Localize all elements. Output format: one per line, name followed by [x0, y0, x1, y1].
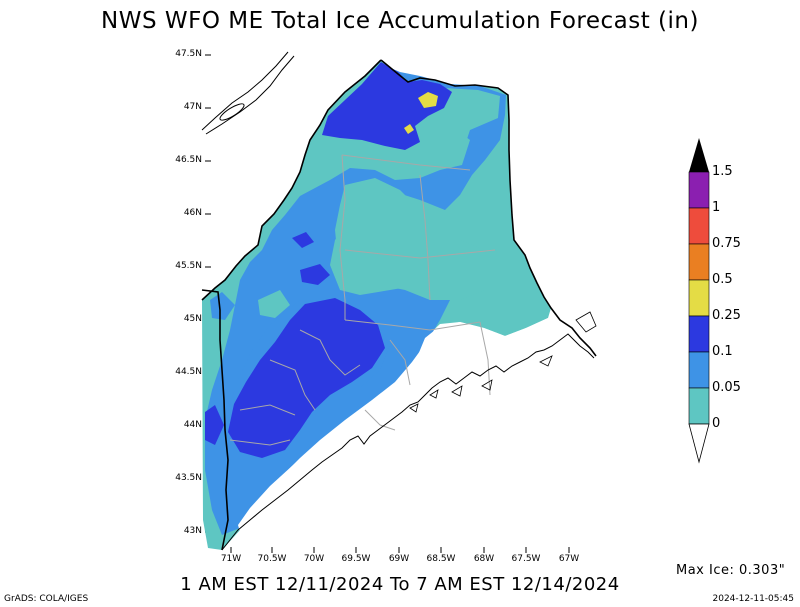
legend-swatch-01-025: [688, 315, 710, 353]
river-island: [219, 103, 245, 121]
lat-label-45: 45N: [183, 314, 202, 324]
lat-label-45-5: 45.5N: [175, 261, 202, 271]
lat-label-46-5: 46.5N: [175, 155, 202, 165]
legend-swatch-005-01: [688, 351, 710, 389]
legend-swatch-025-05: [688, 279, 710, 317]
lon-label-68w: 68W: [473, 554, 495, 564]
lon-label-67w: 67W: [558, 554, 580, 564]
legend-label-0-75: 0.75: [712, 236, 741, 251]
grads-credit: GrADS: COLA/IGES: [4, 594, 89, 604]
lon-label-67-5w: 67.5W: [511, 554, 541, 564]
legend-label-0-05: 0.05: [712, 380, 741, 395]
lon-label-70w: 70W: [303, 554, 325, 564]
lon-label-69-5w: 69.5W: [341, 554, 371, 564]
state-outline: [201, 59, 597, 551]
legend-label-1: 1: [712, 200, 721, 215]
lon-label-69w: 69W: [388, 554, 410, 564]
legend-label-1-5: 1.5: [712, 164, 733, 179]
legend-swatch-0-005: [688, 387, 710, 425]
lon-label-71w: 71W: [220, 554, 242, 564]
lat-label-46: 46N: [183, 208, 202, 218]
lat-label-47: 47N: [183, 102, 202, 112]
color-legend-bar: [688, 138, 710, 464]
lat-label-43-5: 43.5N: [175, 473, 202, 483]
river-shore-south: [205, 55, 295, 135]
max-ice-label: Max Ice: 0.303": [676, 563, 786, 578]
county-lines: [229, 154, 496, 446]
coastline: [221, 333, 595, 551]
legend-swatch-05-075: [688, 243, 710, 281]
lat-label-43: 43N: [183, 526, 202, 536]
legend-label-0: 0: [712, 416, 721, 431]
issue-timestamp: 2024-12-11-05:45: [712, 594, 795, 604]
ice-zone-interior-light: [258, 125, 495, 318]
legend-swatch-1-1-5: [688, 171, 710, 209]
river-shore-north: [201, 51, 289, 131]
forecast-period: 1 AM EST 12/11/2024 To 7 AM EST 12/14/20…: [180, 574, 620, 595]
ice-zone-01-025: [205, 62, 452, 458]
lat-label-44-5: 44.5N: [175, 367, 202, 377]
ice-zone-none-coast: [238, 318, 596, 532]
legend-label-0-1: 0.1: [712, 344, 733, 359]
map-title: NWS WFO ME Total Ice Accumulation Foreca…: [101, 8, 699, 34]
lat-label-44: 44N: [183, 420, 202, 430]
legend-swatch-075-1: [688, 207, 710, 245]
legend-label-0-25: 0.25: [712, 308, 741, 323]
lat-label-47-5: 47.5N: [175, 49, 202, 59]
lon-label-70-5w: 70.5W: [257, 554, 287, 564]
ice-zone-025-05: [404, 92, 438, 134]
lon-label-68-5w: 68.5W: [426, 554, 456, 564]
legend-label-0-5: 0.5: [712, 272, 733, 287]
legend-swatch-top: [689, 138, 709, 172]
lon-ticks: [230, 547, 570, 553]
coastal-islands: [409, 311, 597, 413]
legend-swatch-bottom: [688, 423, 710, 464]
